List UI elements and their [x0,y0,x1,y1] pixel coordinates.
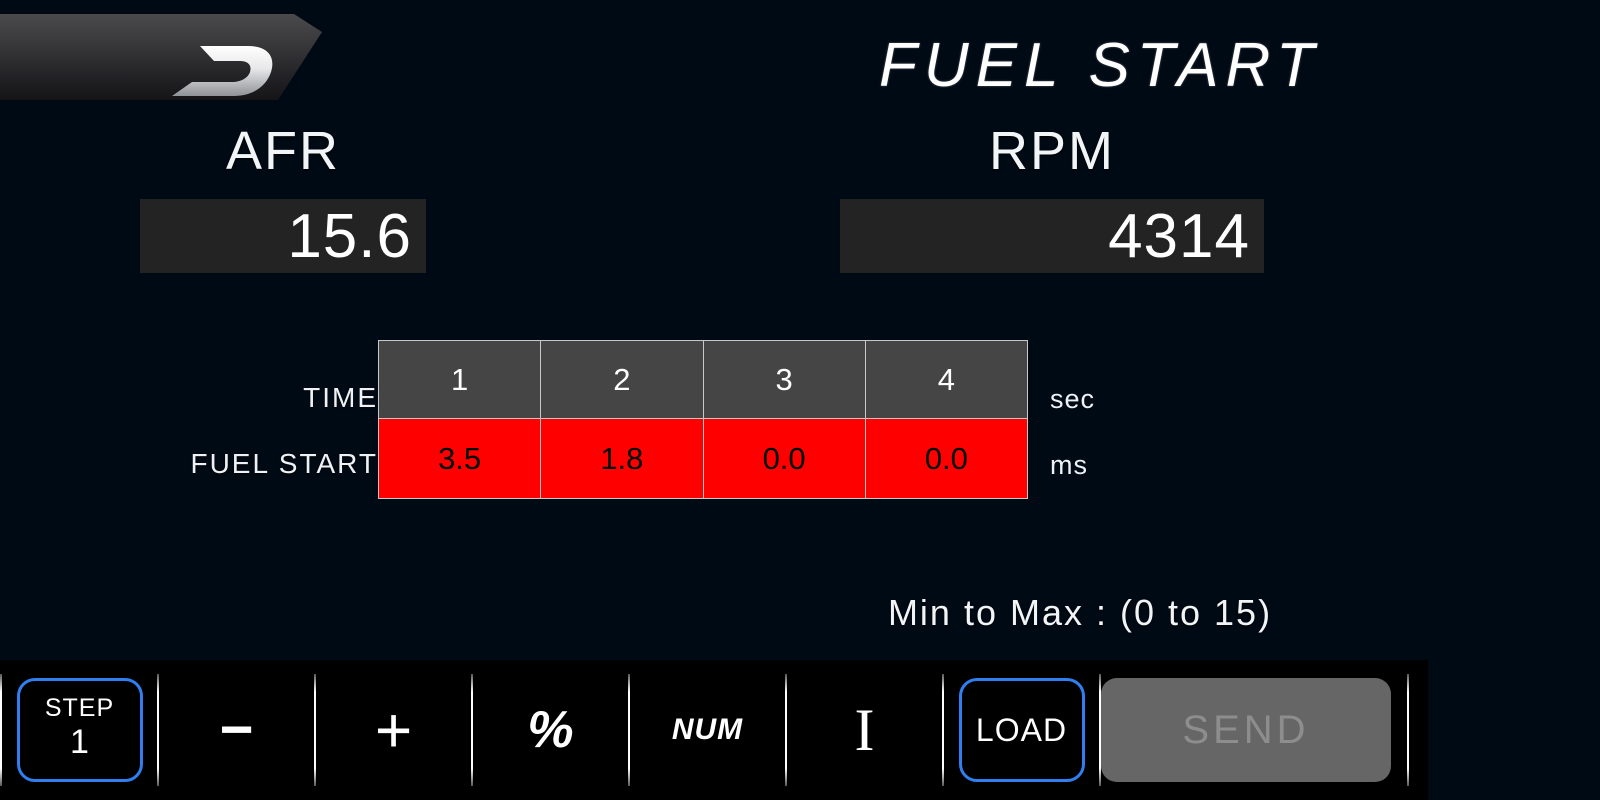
send-label: SEND [1182,707,1310,752]
fuel-cell-1[interactable]: 3.5 [377,418,542,499]
percent-icon: % [527,701,574,759]
fuel-start-table: TIME FUEL START 1 2 3 4 3.5 1.8 0.0 0.0 … [0,340,1600,500]
range-note: Min to Max : (0 to 15) [887,592,1273,633]
send-button-slot: SEND [1101,660,1407,800]
toolbar-separator [785,674,787,786]
step-button-slot: STEP 1 [2,660,157,800]
unit-ms: ms [1050,450,1088,480]
step-caption: STEP [44,694,115,723]
step-button[interactable]: STEP 1 [16,678,143,782]
time-cell-1[interactable]: 1 [377,340,542,419]
decrement-button[interactable]: − [159,660,314,800]
load-button-slot: LOAD [944,660,1099,800]
logo-tab[interactable] [0,14,322,100]
fuel-cell-3[interactable]: 0.0 [702,418,866,499]
time-cell-4[interactable]: 4 [864,340,1029,419]
rpm-value: 4314 [840,199,1264,273]
toolbar-separator [1099,674,1101,786]
plus-icon: + [374,693,413,766]
time-cell-3[interactable]: 3 [702,340,866,419]
toolbar-separator [471,674,473,786]
percent-button[interactable]: % [473,660,628,800]
step-value: 1 [70,723,89,762]
unit-sec: sec [1050,384,1096,414]
toolbar-separator [1407,674,1409,786]
text-cursor-button[interactable]: I [787,660,942,800]
row-label-fuel-start: FUEL START [190,448,378,479]
toolbar-separator [157,674,159,786]
fuel-cell-2[interactable]: 1.8 [540,418,704,499]
num-button[interactable]: NUM [630,660,785,800]
send-button[interactable]: SEND [1101,678,1391,782]
ibeam-icon: I [854,697,875,763]
afr-label: AFR [226,121,340,181]
d-logo-icon [172,46,273,96]
load-label: LOAD [975,711,1068,748]
minus-icon: − [219,696,254,762]
toolbar-separator [0,674,2,786]
table-row-time: 1 2 3 4 [377,340,1029,419]
bottom-toolbar: STEP 1 − + % NUM I LOAD [0,660,1428,800]
time-cell-2[interactable]: 2 [540,340,704,419]
toolbar-separator [628,674,630,786]
row-label-time: TIME [303,382,378,413]
increment-button[interactable]: + [316,660,471,800]
table-row-fuel-start: 3.5 1.8 0.0 0.0 [377,418,1029,499]
num-icon: NUM [671,713,744,746]
page-title: FUEL START [878,31,1322,100]
afr-value: 15.6 [140,199,426,273]
load-button[interactable]: LOAD [958,678,1085,782]
fuel-cell-4[interactable]: 0.0 [864,418,1029,499]
rpm-label: RPM [989,121,1115,181]
toolbar-separator [314,674,316,786]
toolbar-separator [942,674,944,786]
